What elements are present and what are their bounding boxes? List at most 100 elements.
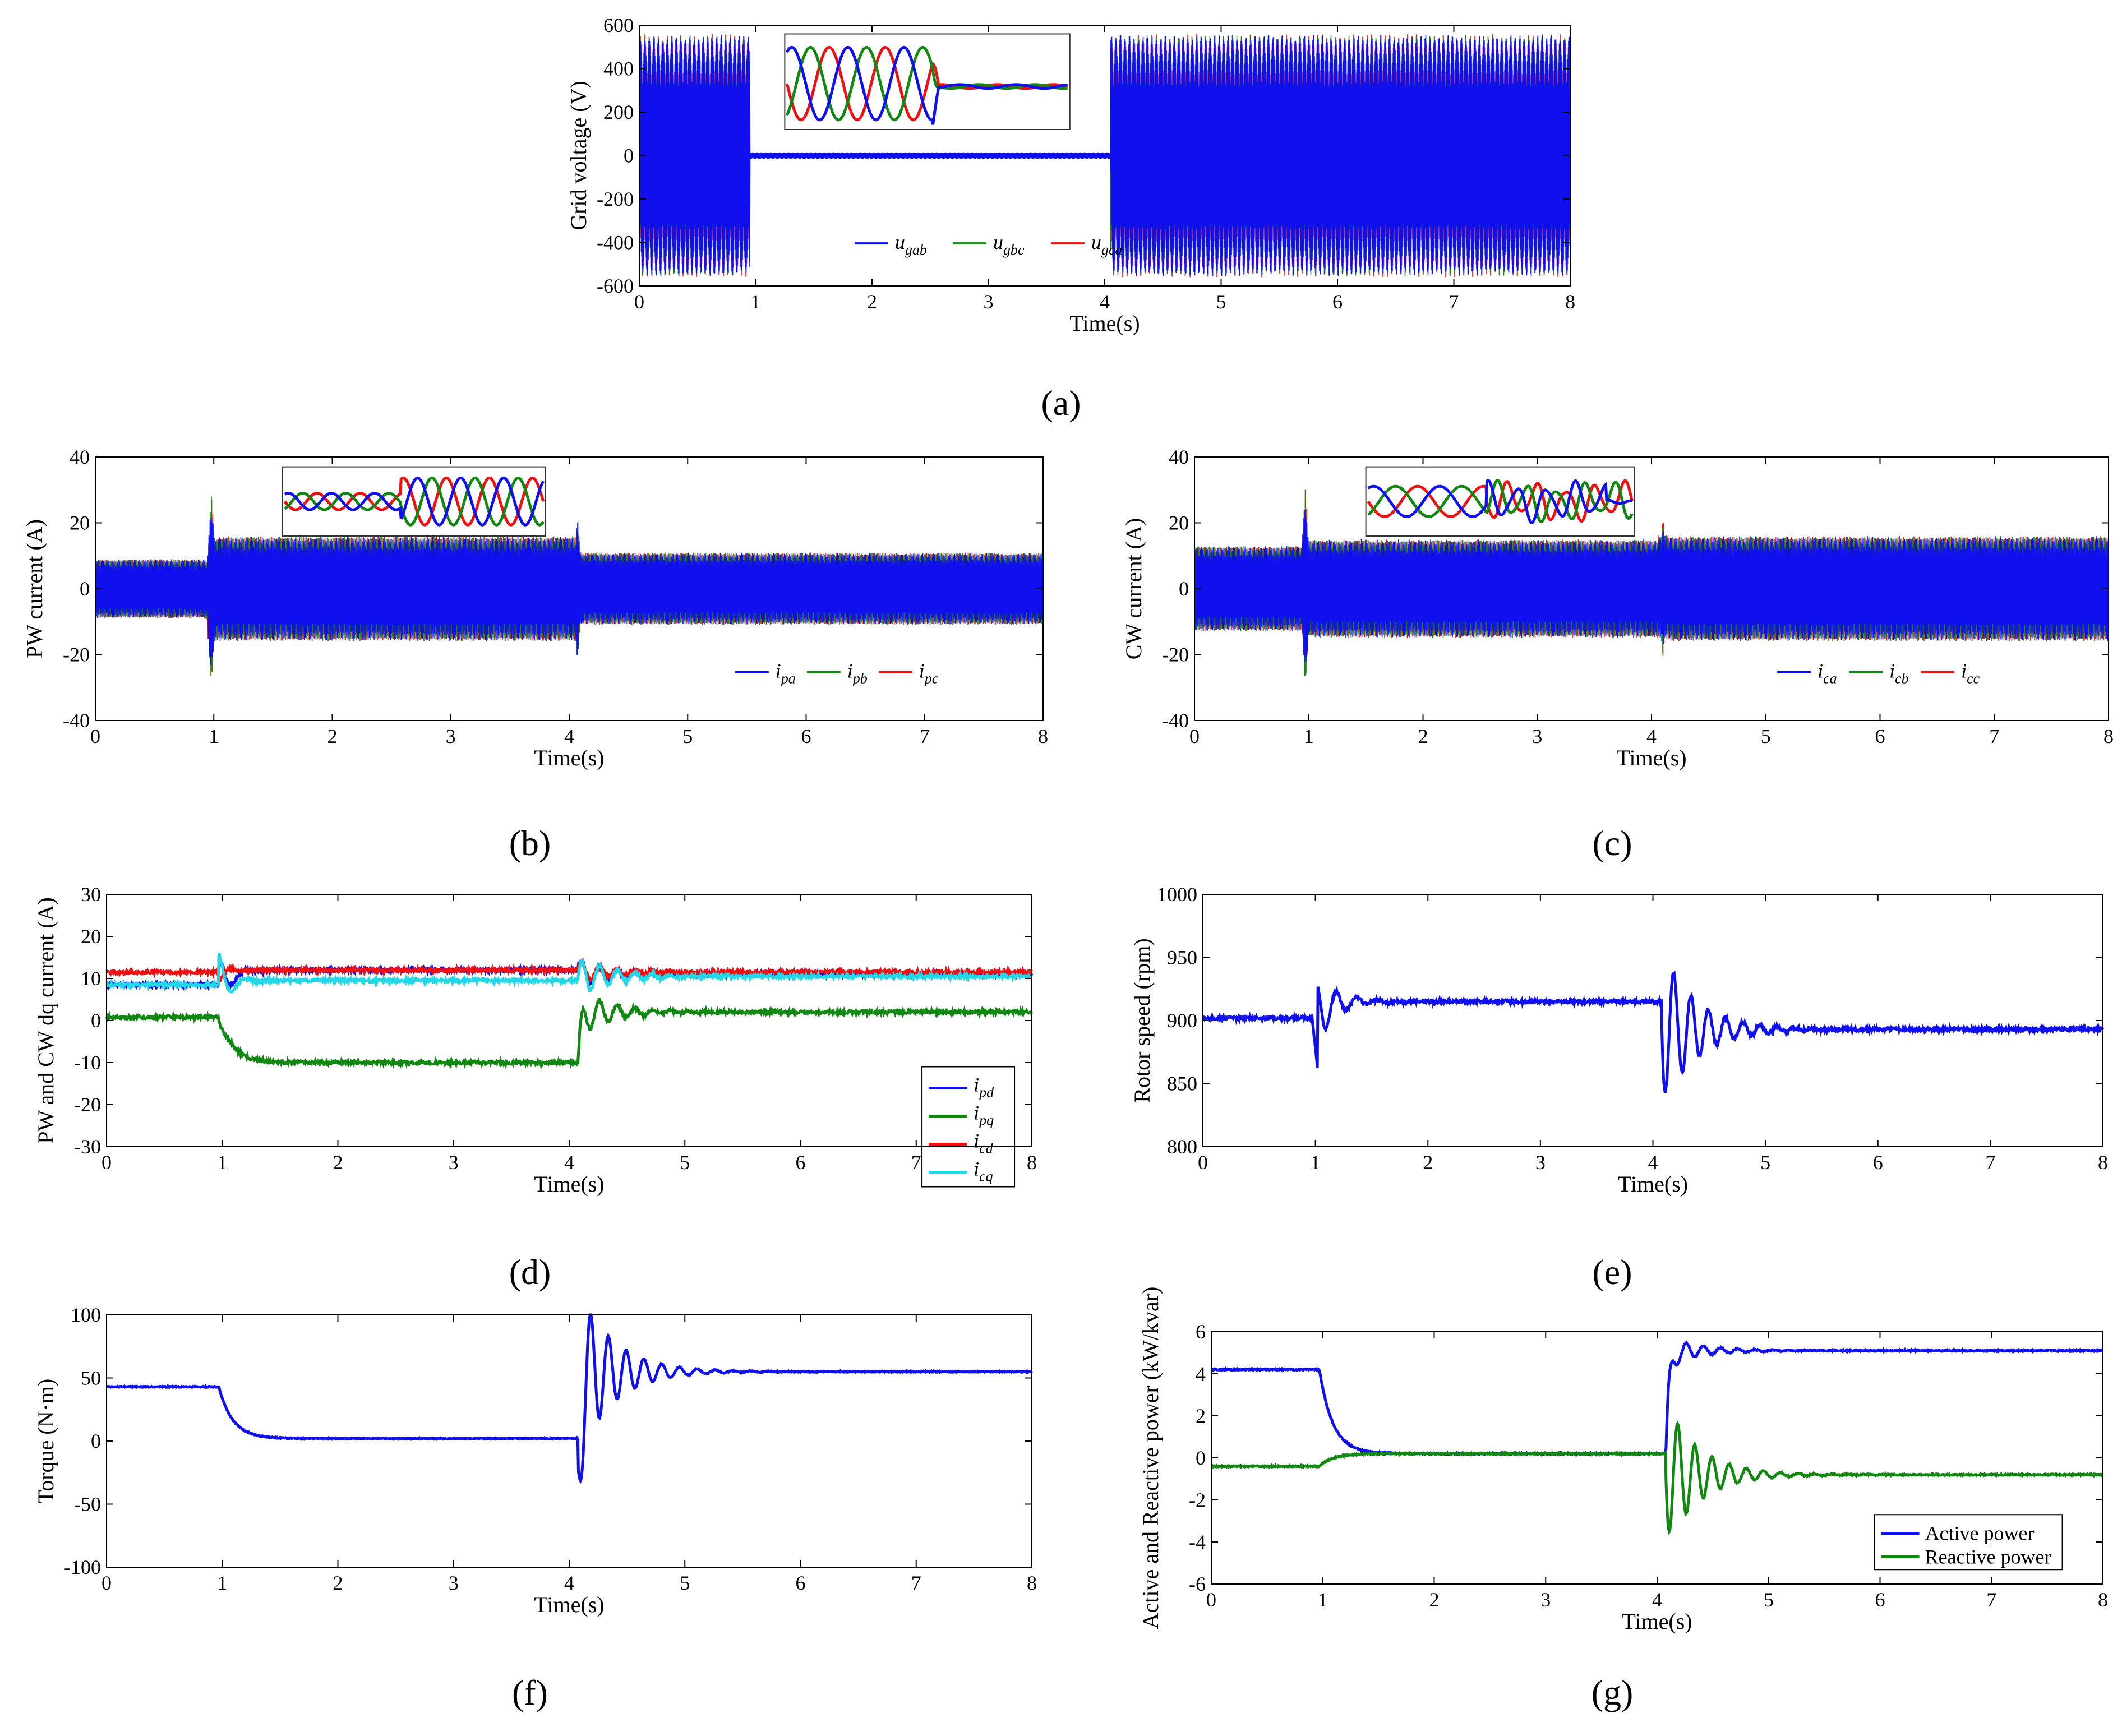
y-axis-label: PW current (A) <box>22 519 47 658</box>
x-tick-label: 6 <box>796 1572 806 1594</box>
plot-area <box>1203 894 2103 1147</box>
legend-box <box>1874 1514 2063 1571</box>
x-tick-label: 4 <box>564 1572 574 1594</box>
subplot-label: (e) <box>1592 1252 1632 1292</box>
x-tick-label: 2 <box>867 290 877 313</box>
x-tick-label: 5 <box>680 1151 690 1174</box>
x-tick-label: 8 <box>1038 725 1048 747</box>
x-tick-label: 3 <box>1532 725 1542 747</box>
y-tick-label: 2 <box>1196 1405 1206 1427</box>
x-tick-label: 1 <box>1304 725 1314 747</box>
x-tick-label: 7 <box>920 725 930 747</box>
legend-subscript: pb <box>852 671 868 687</box>
subplot-label: (c) <box>1592 823 1632 863</box>
inset-series <box>284 476 545 527</box>
x-tick-label: 0 <box>102 1572 112 1594</box>
y-tick-label: 0 <box>1179 578 1189 600</box>
x-tick-label: 4 <box>564 725 574 747</box>
y-tick-label: -2 <box>1189 1489 1206 1511</box>
y-tick-label: 10 <box>81 967 101 990</box>
x-tick-label: 5 <box>1764 1589 1774 1611</box>
y-tick-label: 6 <box>1196 1321 1206 1343</box>
x-tick-label: 2 <box>1429 1589 1440 1611</box>
x-tick-label: 8 <box>2098 1151 2108 1174</box>
y-tick-label: -40 <box>1162 709 1189 732</box>
x-tick-label: 2 <box>1418 725 1428 747</box>
y-tick-label: -4 <box>1189 1531 1206 1553</box>
y-tick-label: 950 <box>1167 947 1197 969</box>
x-tick-label: 0 <box>102 1151 112 1174</box>
x-tick-label: 6 <box>1875 725 1885 747</box>
x-tick-label: 3 <box>449 1151 459 1174</box>
x-tick-label: 6 <box>1875 1589 1885 1611</box>
y-tick-label: -100 <box>64 1556 101 1578</box>
legend-label: ugbc <box>993 231 1025 258</box>
x-tick-label: 5 <box>1761 725 1771 747</box>
x-tick-label: 3 <box>1540 1589 1551 1611</box>
x-tick-label: 4 <box>1652 1589 1662 1611</box>
chart-f: 0 1 2 3 4 5 6 7 8 -100 -50 0 50 100 Time(s) Torque (N·m… <box>33 1304 1037 1712</box>
series-line <box>105 959 1034 983</box>
series-line <box>105 952 1032 994</box>
legend-label: Active power <box>1925 1522 2035 1544</box>
inset-series <box>1367 479 1632 525</box>
x-tick-label: 3 <box>984 290 994 313</box>
y-axis-label: Rotor speed (rpm) <box>1129 938 1155 1102</box>
inset-series <box>786 45 1068 122</box>
y-tick-label: 50 <box>81 1367 101 1389</box>
legend-subscript: pa <box>780 671 796 687</box>
x-tick-label: 8 <box>2103 725 2114 747</box>
x-tick-label: 0 <box>1198 1151 1208 1174</box>
x-tick-label: 6 <box>796 1151 806 1174</box>
y-tick-label: 200 <box>603 101 634 123</box>
subplot-label: (g) <box>1592 1673 1634 1712</box>
x-tick-label: 7 <box>1989 725 1999 747</box>
x-tick-label: 4 <box>1648 1151 1658 1174</box>
x-axis-label: Time(s) <box>534 745 604 770</box>
y-tick-label: -20 <box>74 1093 101 1116</box>
chart-e: 0 1 2 3 4 5 6 7 8 800 850 900 950 1000 Time(s) Rotor sp… <box>1129 883 2108 1292</box>
subplot-label: (b) <box>509 823 551 863</box>
x-tick-label: 1 <box>1311 1151 1321 1174</box>
y-tick-label: -30 <box>74 1135 101 1158</box>
y-axis-label: CW current (A) <box>1121 518 1146 660</box>
x-tick-label: 6 <box>1873 1151 1883 1174</box>
x-tick-label: 7 <box>911 1151 921 1174</box>
legend-subscript: cc <box>1967 671 1980 687</box>
x-tick-label: 6 <box>801 725 811 747</box>
y-tick-label: 400 <box>603 58 634 80</box>
x-tick-label: 3 <box>1535 1151 1546 1174</box>
x-axis-label: Time(s) <box>534 1171 604 1197</box>
y-tick-label: -20 <box>63 644 90 666</box>
y-tick-label: 0 <box>91 1009 101 1032</box>
inset-series <box>1367 478 1634 524</box>
y-tick-label: 850 <box>1167 1073 1197 1095</box>
series-line <box>105 998 1034 1070</box>
x-tick-label: 7 <box>911 1572 921 1594</box>
x-tick-label: 1 <box>751 290 761 313</box>
legend-subscript: pq <box>978 1112 994 1129</box>
x-axis-label: Time(s) <box>1616 745 1686 770</box>
y-tick-label: 30 <box>81 883 101 906</box>
legend-subscript: cd <box>979 1141 994 1157</box>
x-tick-label: 4 <box>1646 725 1657 747</box>
x-tick-label: 2 <box>333 1572 343 1594</box>
x-tick-label: 7 <box>1986 1589 1996 1611</box>
x-axis-label: Time(s) <box>1618 1171 1688 1197</box>
x-tick-label: 2 <box>1423 1151 1433 1174</box>
inset-series <box>1367 479 1634 523</box>
y-tick-label: 1000 <box>1157 883 1197 906</box>
x-tick-label: 1 <box>1318 1589 1328 1611</box>
y-axis-label: PW and CW dq current (A) <box>33 897 58 1144</box>
y-tick-label: -50 <box>74 1493 101 1516</box>
legend-box <box>921 1066 1016 1188</box>
legend-subscript: gbc <box>1003 242 1025 258</box>
y-tick-label: -20 <box>1162 644 1189 666</box>
y-tick-label: 0 <box>91 1430 101 1452</box>
legend-subscript: gca <box>1101 242 1123 258</box>
x-tick-label: 8 <box>1565 290 1575 313</box>
x-tick-label: 2 <box>333 1151 343 1174</box>
